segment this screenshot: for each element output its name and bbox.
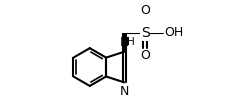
Text: OH: OH [163, 26, 182, 39]
Text: N: N [119, 85, 128, 98]
Text: S: S [140, 26, 149, 40]
Text: H: H [126, 37, 134, 47]
Text: O: O [140, 4, 149, 17]
Text: N: N [119, 36, 128, 49]
Text: O: O [140, 49, 149, 62]
